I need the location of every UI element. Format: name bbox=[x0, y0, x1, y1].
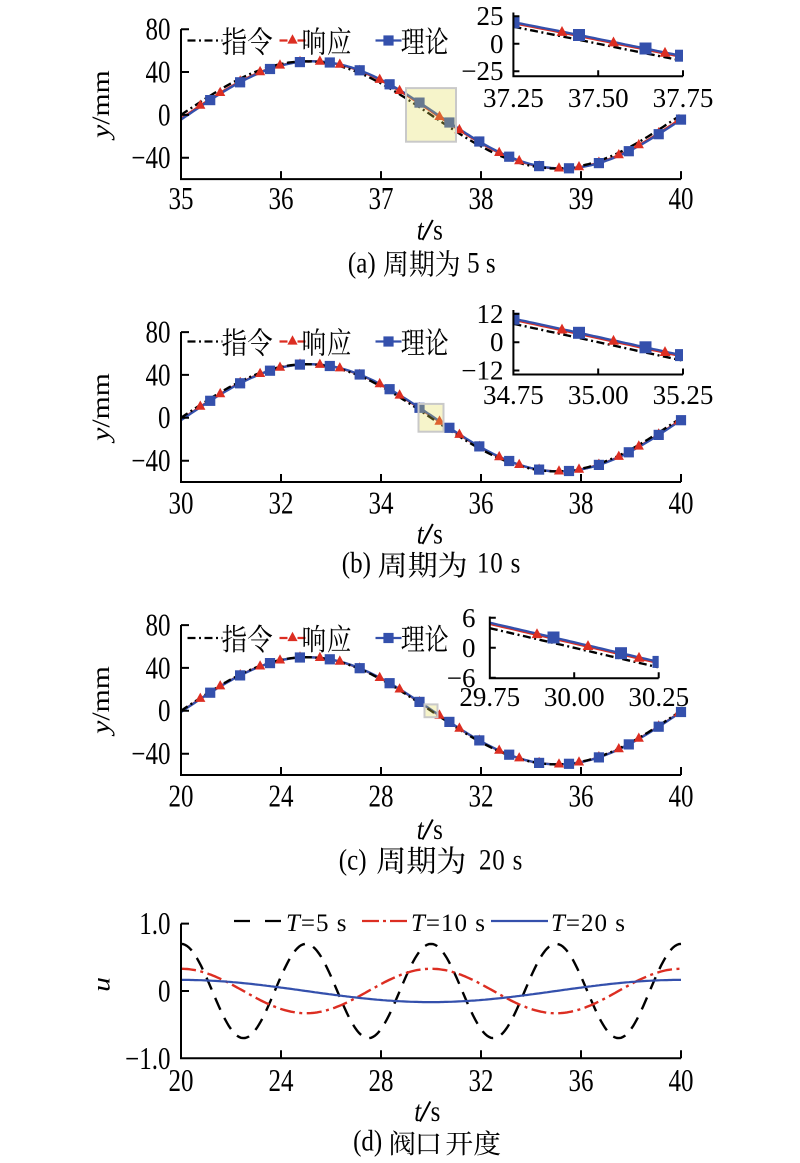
svg-text:37: 37 bbox=[369, 183, 394, 217]
svg-text:5 s: 5 s bbox=[467, 246, 495, 278]
svg-text:s: s bbox=[431, 1095, 441, 1127]
svg-text:38: 38 bbox=[469, 183, 494, 217]
svg-text:6: 6 bbox=[462, 603, 476, 633]
svg-text:12: 12 bbox=[477, 299, 504, 329]
svg-text:t: t bbox=[417, 813, 425, 845]
svg-text:t: t bbox=[417, 518, 425, 550]
svg-text:40: 40 bbox=[146, 359, 171, 393]
svg-text:(c): (c) bbox=[339, 844, 367, 876]
svg-text:36: 36 bbox=[569, 780, 594, 814]
svg-text:40: 40 bbox=[146, 56, 171, 90]
svg-text:T=5 s: T=5 s bbox=[286, 910, 347, 937]
svg-text:20: 20 bbox=[169, 1064, 194, 1098]
svg-text:0: 0 bbox=[158, 975, 171, 1009]
svg-text:t: t bbox=[414, 1095, 422, 1127]
svg-text:s: s bbox=[433, 518, 443, 550]
svg-text:30.00: 30.00 bbox=[544, 682, 605, 712]
svg-text:0: 0 bbox=[158, 402, 171, 436]
svg-text:40: 40 bbox=[669, 487, 694, 521]
svg-text:y/mm: y/mm bbox=[87, 373, 114, 444]
svg-text:u: u bbox=[88, 977, 115, 992]
svg-text:80: 80 bbox=[146, 609, 171, 643]
svg-text:37.25: 37.25 bbox=[483, 83, 544, 113]
svg-text:−40: −40 bbox=[131, 142, 170, 176]
svg-text:(a): (a) bbox=[348, 246, 376, 278]
svg-text:T=10 s: T=10 s bbox=[411, 910, 486, 937]
svg-text:−25: −25 bbox=[461, 56, 503, 86]
svg-text:40: 40 bbox=[146, 652, 171, 686]
svg-text:32: 32 bbox=[469, 1064, 494, 1098]
svg-text:32: 32 bbox=[469, 780, 494, 814]
svg-text:34.75: 34.75 bbox=[483, 380, 544, 410]
svg-text:−40: −40 bbox=[131, 445, 170, 479]
svg-text:28: 28 bbox=[369, 1064, 394, 1098]
svg-text:y/mm: y/mm bbox=[87, 666, 114, 737]
svg-text:−1.0: −1.0 bbox=[125, 1042, 170, 1076]
svg-text:35.25: 35.25 bbox=[653, 380, 714, 410]
svg-text:39: 39 bbox=[569, 183, 594, 217]
svg-text:s: s bbox=[433, 813, 443, 845]
svg-text:36: 36 bbox=[569, 1064, 594, 1098]
svg-text:(b): (b) bbox=[342, 547, 371, 579]
svg-text:29.75: 29.75 bbox=[459, 682, 520, 712]
svg-text:32: 32 bbox=[269, 487, 294, 521]
svg-text:0: 0 bbox=[158, 695, 171, 729]
svg-text:−6: −6 bbox=[447, 663, 476, 693]
svg-text:T=20 s: T=20 s bbox=[551, 910, 626, 937]
svg-text:0: 0 bbox=[158, 99, 171, 133]
svg-text:25: 25 bbox=[477, 1, 504, 31]
svg-text:35: 35 bbox=[169, 183, 194, 217]
svg-text:1.0: 1.0 bbox=[139, 907, 170, 941]
svg-text:30: 30 bbox=[169, 487, 194, 521]
svg-text:40: 40 bbox=[669, 780, 694, 814]
svg-text:80: 80 bbox=[146, 13, 171, 47]
svg-text:36: 36 bbox=[469, 487, 494, 521]
svg-text:20 s: 20 s bbox=[479, 844, 523, 876]
svg-text:80: 80 bbox=[146, 316, 171, 350]
svg-text:y/mm: y/mm bbox=[87, 70, 114, 141]
svg-text:10 s: 10 s bbox=[477, 547, 521, 579]
svg-text:34: 34 bbox=[369, 487, 394, 521]
svg-text:36: 36 bbox=[269, 183, 294, 217]
svg-text:37.50: 37.50 bbox=[568, 83, 629, 113]
svg-text:(d): (d) bbox=[353, 1125, 382, 1157]
svg-text:20: 20 bbox=[169, 780, 194, 814]
svg-text:t: t bbox=[417, 214, 425, 246]
svg-text:24: 24 bbox=[269, 1064, 294, 1098]
svg-text:35.00: 35.00 bbox=[568, 380, 629, 410]
svg-text:s: s bbox=[433, 214, 443, 246]
svg-text:−40: −40 bbox=[131, 738, 170, 772]
svg-text:30.25: 30.25 bbox=[628, 682, 689, 712]
svg-text:24: 24 bbox=[269, 780, 294, 814]
svg-text:28: 28 bbox=[369, 780, 394, 814]
svg-text:38: 38 bbox=[569, 487, 594, 521]
svg-text:0: 0 bbox=[490, 327, 504, 357]
svg-text:−12: −12 bbox=[461, 356, 503, 386]
svg-text:0: 0 bbox=[462, 633, 476, 663]
svg-text:37.75: 37.75 bbox=[653, 83, 714, 113]
svg-text:0: 0 bbox=[490, 29, 504, 59]
svg-text:40: 40 bbox=[669, 1064, 694, 1098]
svg-text:40: 40 bbox=[669, 183, 694, 217]
